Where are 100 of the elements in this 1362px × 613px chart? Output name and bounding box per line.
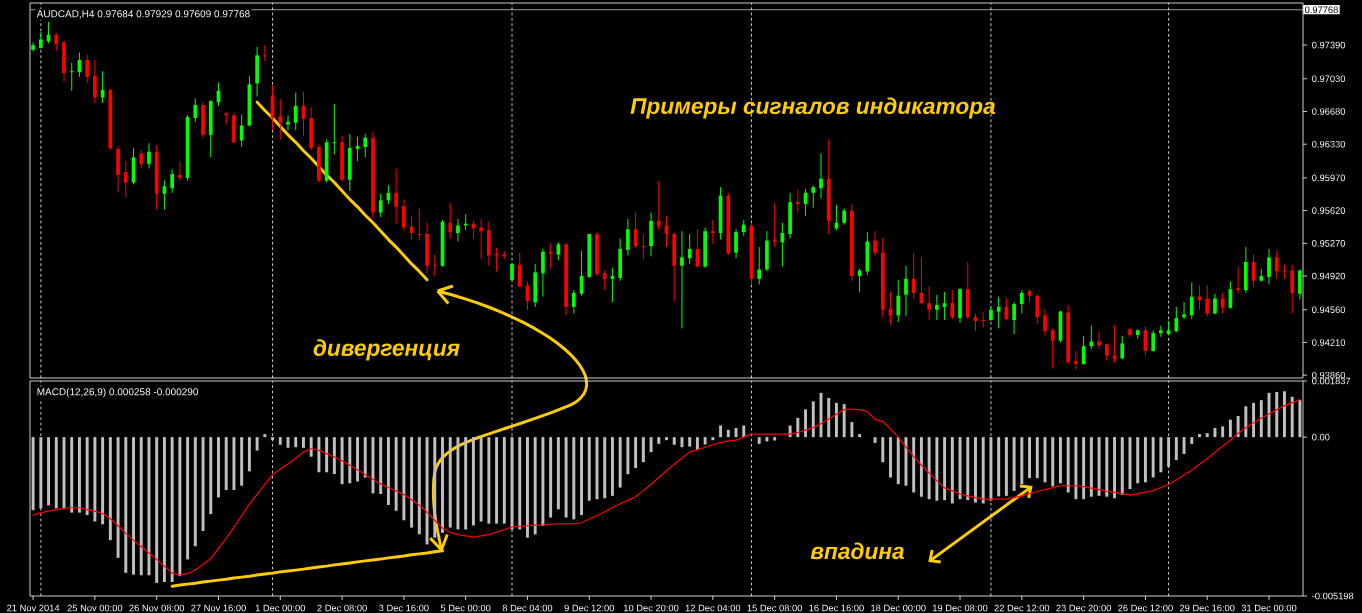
bar <box>1259 400 1263 438</box>
bar <box>1167 437 1171 467</box>
bar <box>317 437 321 473</box>
bar <box>410 437 414 528</box>
bar <box>1221 426 1225 438</box>
bar <box>757 437 761 444</box>
candlestick <box>641 233 646 260</box>
bar <box>873 437 877 443</box>
bar <box>927 437 931 500</box>
bar <box>201 437 205 531</box>
bar <box>402 437 406 521</box>
bar <box>47 437 51 506</box>
bar <box>889 437 892 478</box>
bar <box>1244 406 1248 438</box>
x-tick-label: 27 Nov 16:00 <box>191 604 246 612</box>
candlestick <box>1213 293 1217 315</box>
y-tick-label: 0.95970 <box>1312 174 1346 182</box>
candlestick <box>394 168 399 225</box>
candlestick <box>548 242 553 270</box>
y-tick-label: 0.96680 <box>1312 108 1346 115</box>
candlestick <box>819 153 823 199</box>
bar <box>425 437 429 545</box>
candlestick <box>950 289 955 320</box>
candlestick <box>1298 269 1302 300</box>
bar <box>464 437 468 530</box>
candlestick <box>31 41 35 53</box>
bar <box>70 437 74 513</box>
bar <box>966 437 970 501</box>
candlestick <box>1120 335 1125 360</box>
candlestick <box>432 254 437 277</box>
x-tick-label: 3 Dec 16:00 <box>379 604 429 612</box>
bar <box>943 437 947 501</box>
bar <box>649 437 653 453</box>
bar <box>348 437 352 484</box>
x-tick-label: 19 Dec 08:00 <box>932 604 988 612</box>
bar <box>680 437 684 448</box>
bar <box>39 437 43 509</box>
x-tick-label: 2 Dec 08:00 <box>317 604 367 612</box>
annotation: дивергенция <box>313 339 460 361</box>
bar <box>726 429 730 438</box>
x-tick-label: 9 Dec 12:00 <box>564 604 615 612</box>
bar <box>1089 437 1093 497</box>
bar <box>93 437 97 522</box>
bar <box>997 437 1001 497</box>
candlestick <box>626 218 630 256</box>
candlestick <box>456 218 460 242</box>
bar <box>1198 434 1201 438</box>
bar <box>796 417 800 438</box>
x-tick-label: 22 Dec 12:00 <box>994 604 1050 612</box>
bar <box>665 437 668 441</box>
bar <box>178 437 182 577</box>
candlestick <box>139 149 144 170</box>
candlestick <box>193 97 198 123</box>
candlestick <box>224 111 229 126</box>
candlestick <box>293 92 298 131</box>
candlestick <box>571 289 576 314</box>
x-tick-label: 16 Dec 16:00 <box>809 604 864 612</box>
bar <box>1035 437 1039 479</box>
candlestick <box>1236 266 1240 294</box>
bar <box>193 437 197 547</box>
candlestick <box>602 269 607 291</box>
bar <box>495 437 499 524</box>
annotation: впадина <box>810 542 904 560</box>
y-tick-label: 0.93860 <box>1312 371 1346 379</box>
annotation: Примеры сигналов индикатора <box>630 97 996 119</box>
candlestick <box>93 59 97 104</box>
bar <box>549 437 553 518</box>
x-tick-label: 15 Dec 08:00 <box>747 604 803 612</box>
bar <box>132 437 135 575</box>
candlestick <box>911 252 916 299</box>
candlestick <box>896 279 901 323</box>
candlestick <box>355 136 360 162</box>
candlestick <box>996 296 1001 329</box>
bar <box>1205 433 1209 438</box>
candlestick <box>1012 301 1016 335</box>
y-tick-label: 0.97030 <box>1312 75 1346 83</box>
bar <box>108 437 112 541</box>
bar <box>1174 437 1178 461</box>
candlestick <box>711 219 715 245</box>
bar <box>1136 437 1140 484</box>
x-tick-label: 1 Dec 00:00 <box>255 604 306 612</box>
bar <box>186 437 190 560</box>
bar <box>224 437 228 491</box>
bar <box>232 437 236 491</box>
bar <box>1058 437 1062 484</box>
bar <box>77 437 81 513</box>
candlestick <box>517 252 522 288</box>
x-tick-label: 23 Dec 20:00 <box>1056 604 1112 612</box>
bar <box>634 437 638 468</box>
candlestick <box>1050 327 1055 370</box>
candlestick <box>687 233 692 265</box>
x-tick-label: 21 Nov 2014 <box>7 604 60 612</box>
candlestick <box>904 265 908 317</box>
bar <box>719 425 723 438</box>
bar <box>1097 437 1101 496</box>
bar <box>417 437 421 535</box>
bar <box>294 437 298 448</box>
bar <box>572 437 576 520</box>
candlestick <box>1182 301 1186 320</box>
candlestick <box>935 294 939 321</box>
